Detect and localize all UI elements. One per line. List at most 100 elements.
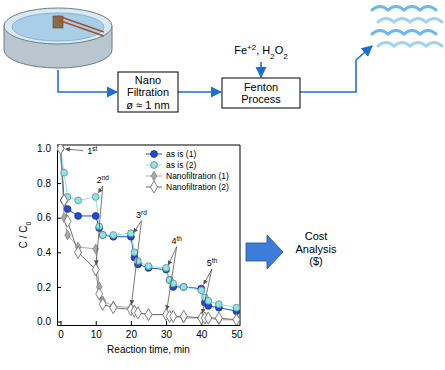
flow-arrow xyxy=(178,91,221,93)
data-point xyxy=(180,284,187,291)
plot-frame xyxy=(57,145,240,325)
point-marker xyxy=(215,301,222,308)
y-tick: 0.0 xyxy=(37,316,61,327)
point-marker xyxy=(205,297,212,304)
x-tick: 10 xyxy=(91,321,103,340)
nanofiltration-box-text: Filtration xyxy=(127,86,169,98)
x-axis-title: Reaction time, min xyxy=(107,344,190,355)
point-marker xyxy=(92,264,99,276)
cost-text: ($) xyxy=(309,255,322,267)
data-point xyxy=(233,314,240,325)
data-point xyxy=(163,264,170,271)
point-marker xyxy=(92,194,99,201)
x-tick: 20 xyxy=(126,321,138,340)
data-point xyxy=(145,309,152,321)
data-point xyxy=(215,312,222,324)
canvas: NanoFiltrationø ≈ 1 nmFentonProcessFe+2,… xyxy=(0,0,445,370)
y-tick-mark xyxy=(57,183,61,184)
point-marker xyxy=(75,246,82,258)
point-marker xyxy=(163,264,170,271)
nanofiltration-box-frame xyxy=(118,72,178,112)
legend-marker xyxy=(151,151,158,158)
point-marker xyxy=(198,287,205,294)
point-marker xyxy=(75,197,82,204)
legend-label: as is (2) xyxy=(166,160,196,170)
x-tick: 40 xyxy=(196,321,208,340)
point-marker xyxy=(215,312,222,324)
x-tick-mark xyxy=(96,321,97,325)
data-point xyxy=(131,249,138,256)
annotation-label: 2nd xyxy=(97,174,110,186)
reagents-label: Fe+2, H2O2 xyxy=(234,43,288,61)
data-point xyxy=(57,145,64,154)
annotation-arrow xyxy=(202,269,212,313)
annotation-label: 3rd xyxy=(136,208,147,220)
data-point xyxy=(205,297,212,304)
y-tick: 0.6 xyxy=(37,212,61,223)
data-point xyxy=(180,310,187,322)
data-point xyxy=(64,215,71,227)
data-point xyxy=(198,287,205,294)
wave xyxy=(378,43,442,47)
series-line xyxy=(61,148,237,311)
y-tick-label: 1.0 xyxy=(37,143,51,154)
x-tick-label: 40 xyxy=(196,329,208,340)
data-point xyxy=(61,169,68,176)
flow-arrow xyxy=(58,70,117,92)
x-tick: 0 xyxy=(58,321,64,340)
data-point xyxy=(99,298,106,310)
y-tick: 0.8 xyxy=(37,178,61,189)
annotations: 1st2nd3rd4th5th xyxy=(65,144,217,313)
wave xyxy=(378,19,442,23)
nanofiltration-box: NanoFiltrationø ≈ 1 nm xyxy=(118,72,178,112)
data-point xyxy=(110,232,117,239)
data-point xyxy=(92,194,99,201)
cost-arrow xyxy=(246,235,283,269)
legend-marker-shape xyxy=(151,162,158,169)
fenton-box-frame xyxy=(222,78,300,108)
data-point xyxy=(96,288,103,300)
annotation-arrow xyxy=(131,221,141,305)
tank-bridge xyxy=(58,16,104,36)
legend-label: as is (1) xyxy=(166,149,196,159)
legend: as is (1)as is (2)Nanofiltration (1)Nano… xyxy=(146,149,229,193)
data-point xyxy=(92,213,99,220)
point-marker xyxy=(233,304,240,311)
clarifier-icon xyxy=(4,8,112,68)
point-marker xyxy=(110,232,117,239)
legend-marker xyxy=(151,171,156,180)
data-point xyxy=(180,284,187,291)
y-tick-label: 0.4 xyxy=(37,247,51,258)
data-point xyxy=(75,213,82,220)
x-tick-label: 50 xyxy=(231,329,243,340)
point-marker xyxy=(145,263,152,270)
data-point xyxy=(75,197,82,204)
point-marker xyxy=(92,213,99,220)
y-axis-title: C / C0 xyxy=(18,222,32,249)
nanofiltration-box-text: Nano xyxy=(135,74,161,86)
annotation-label: 4th xyxy=(171,234,182,246)
water-icon xyxy=(372,7,442,47)
point-marker xyxy=(64,215,71,227)
point-marker xyxy=(99,232,106,239)
data-point xyxy=(170,310,177,322)
data-point xyxy=(233,304,240,311)
x-tick-mark xyxy=(131,321,132,325)
point-marker xyxy=(233,314,240,325)
point-marker xyxy=(205,312,212,324)
tank-top xyxy=(4,8,112,44)
x-tick-label: 10 xyxy=(91,329,103,340)
legend-marker-shape xyxy=(151,181,158,193)
point-marker xyxy=(128,230,135,237)
data-point xyxy=(215,301,222,308)
y-tick-mark xyxy=(57,218,61,219)
flow-arrow xyxy=(260,62,262,77)
data-point xyxy=(134,307,141,319)
y-tick-label: 0.6 xyxy=(37,212,51,223)
wave xyxy=(372,7,436,11)
y-tick: 0.2 xyxy=(37,282,61,293)
data-point xyxy=(205,312,212,324)
data-point xyxy=(99,232,106,239)
point-marker xyxy=(170,310,177,322)
legend-entry: as is (1) xyxy=(146,149,196,159)
